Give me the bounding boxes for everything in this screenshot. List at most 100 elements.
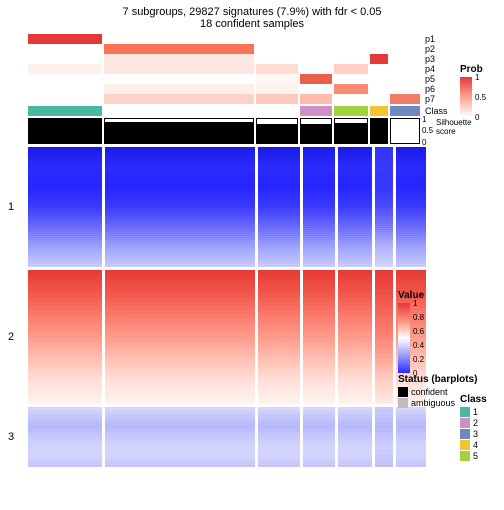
legend-title: Value [398,290,424,301]
legend-item: 3 [460,429,487,439]
prob-row: p7 [28,94,504,104]
heatmap-cell [258,270,300,404]
sil-tick: 1 [422,115,426,124]
track-cell [104,44,254,54]
silhouette-label: 1 0.5 0 Silhouettescore [422,118,491,144]
heatmap-cell [338,407,372,467]
colorbar-tick: 0.8 [413,313,424,322]
class-row: Class [28,106,504,116]
silhouette-cell [334,118,368,144]
legend-swatch [460,440,470,450]
track-cell [256,94,298,104]
silhouette-cell [300,118,332,144]
track-cell [300,84,332,94]
track-cell [334,106,368,116]
track-cell [104,84,254,94]
track-cell [256,84,298,94]
heatmap-cell [28,147,102,267]
legend-item-label: ambiguous [411,398,455,408]
legend-item: 2 [460,418,487,428]
track-cell [256,44,298,54]
heatmap-cell [105,407,255,467]
colorbar-tick: 0.4 [413,341,424,350]
silhouette-cell [256,118,298,144]
silhouette-fill [105,122,253,143]
silhouette-fill [29,119,101,143]
silhouette-cell [28,118,102,144]
class-row-label: Class [422,106,461,116]
colorbar: 10.50 [460,77,472,117]
track-cell [300,34,332,44]
track-cell [28,54,102,64]
legend-swatch [460,451,470,461]
heatmap-ylabel: 2 [8,331,14,343]
track-cell [390,94,420,104]
track-cell [300,74,332,84]
track-cell [334,84,368,94]
track-cell [256,74,298,84]
silhouette-cell [370,118,388,144]
sil-text2: score [436,127,456,136]
track-cell [300,94,332,104]
track-cell [390,44,420,54]
prob-row: p3 [28,54,504,64]
title-line-1: 7 subgroups, 29827 signatures (7.9%) wit… [0,6,504,18]
silhouette-row: 1 0.5 0 Silhouettescore [28,118,504,144]
track-cell [390,74,420,84]
track-cell [370,94,388,104]
track-cell [256,106,298,116]
heatmap-cell [105,147,255,267]
track-cell [300,64,332,74]
track-cell [28,34,102,44]
track-cell [104,34,254,44]
track-cell [28,94,102,104]
track-cell [104,94,254,104]
legend-swatch [460,429,470,439]
legend-item: 1 [460,407,487,417]
track-cell [334,54,368,64]
track-cell [334,94,368,104]
legend-swatch [398,387,408,397]
track-cell [390,54,420,64]
silhouette-cell [104,118,254,144]
heatmap-cell [105,270,255,404]
colorbar-tick: 1 [475,73,479,82]
track-cell [334,64,368,74]
prob-row-label: p7 [422,94,461,104]
colorbar-tick: 1 [413,299,417,308]
sil-tick: 0.5 [422,126,433,135]
legend-title: Class [460,394,487,405]
heatmap-cell [258,407,300,467]
legend-swatch [398,398,408,408]
track-cell [256,54,298,64]
legend-item: 4 [460,440,487,450]
title-line-2: 18 confident samples [0,18,504,30]
legend: Value 10.80.60.40.20 [398,290,424,373]
legend-title: Status (barplots) [398,374,477,385]
heatmap-cell [303,270,335,404]
track-cell [300,44,332,54]
legend-item-label: 2 [473,418,478,428]
track-cell [370,34,388,44]
heatmap-cell [28,407,102,467]
legend-item-label: 1 [473,407,478,417]
heatmap-cell [338,270,372,404]
prob-row-label: p2 [422,44,461,54]
prob-row: p5 [28,74,504,84]
track-cell [28,64,102,74]
heatmap-cell [258,147,300,267]
colorbar-tick: 0.5 [475,93,486,102]
legend-item-label: 5 [473,451,478,461]
track-cell [104,64,254,74]
prob-row-label: p3 [422,54,461,64]
heatmap-cell [375,407,393,467]
track-cell [370,74,388,84]
track-cell [104,106,254,116]
colorbar: 10.80.60.40.20 [398,303,410,373]
track-cell [390,106,420,116]
sil-tick: 0 [422,138,426,147]
prob-row: p2 [28,44,504,54]
sil-text: Silhouette [436,118,472,127]
track-cell [104,54,254,64]
legend: Class 12345 [460,394,487,462]
